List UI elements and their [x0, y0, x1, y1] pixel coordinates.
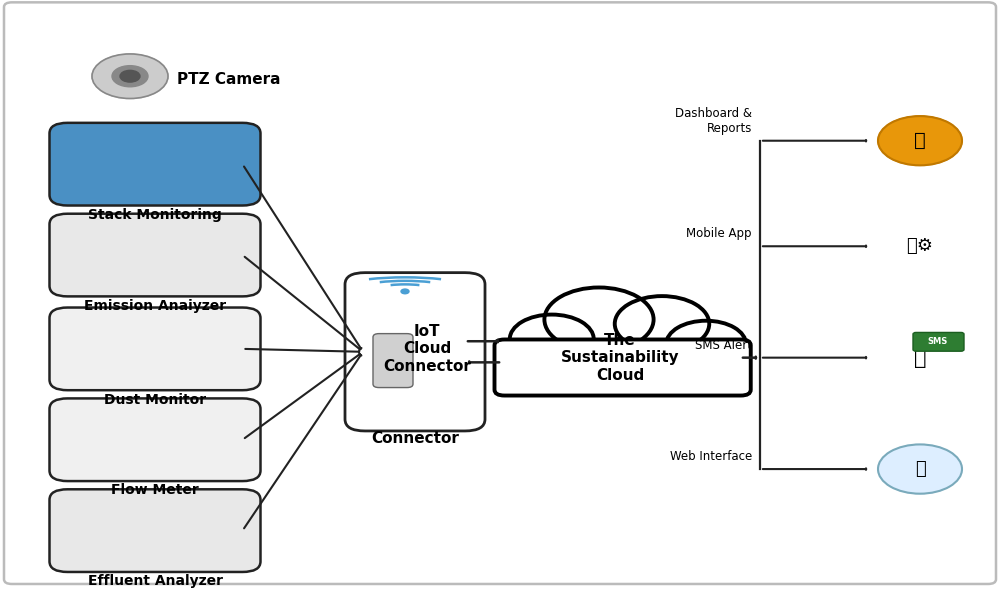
Text: Effluent Analyzer: Effluent Analyzer	[88, 574, 222, 588]
Text: Connector: Connector	[371, 431, 459, 446]
Text: The
Sustainability
Cloud: The Sustainability Cloud	[561, 333, 679, 382]
Circle shape	[878, 444, 962, 493]
Text: Mobile App: Mobile App	[686, 228, 752, 241]
FancyBboxPatch shape	[50, 398, 260, 481]
FancyBboxPatch shape	[373, 334, 413, 388]
FancyBboxPatch shape	[50, 123, 260, 206]
Circle shape	[544, 287, 654, 352]
FancyBboxPatch shape	[50, 307, 260, 390]
FancyBboxPatch shape	[50, 489, 260, 572]
FancyBboxPatch shape	[50, 214, 260, 297]
Text: Emission Anaiyzer: Emission Anaiyzer	[84, 298, 226, 313]
Circle shape	[666, 321, 746, 368]
FancyBboxPatch shape	[345, 272, 485, 431]
Text: SMS Alert: SMS Alert	[695, 339, 752, 352]
FancyBboxPatch shape	[500, 335, 745, 392]
Text: 📊: 📊	[914, 131, 926, 150]
Text: Dashboard &
Reports: Dashboard & Reports	[675, 107, 752, 135]
Text: IoT
Cloud
Connector: IoT Cloud Connector	[383, 324, 471, 374]
Text: 📱: 📱	[914, 348, 926, 368]
Circle shape	[878, 333, 962, 382]
Text: 📱⚙: 📱⚙	[907, 237, 933, 255]
Circle shape	[112, 66, 148, 87]
Text: SMS: SMS	[928, 337, 948, 346]
FancyBboxPatch shape	[4, 2, 996, 584]
FancyBboxPatch shape	[494, 339, 751, 395]
Circle shape	[401, 289, 409, 294]
Text: Web Interface: Web Interface	[670, 450, 752, 463]
Text: Flow Meter: Flow Meter	[111, 483, 199, 498]
Circle shape	[615, 296, 709, 352]
Circle shape	[510, 314, 594, 364]
Text: Stack Monitoring: Stack Monitoring	[88, 208, 222, 222]
FancyBboxPatch shape	[913, 333, 964, 351]
Text: 🖥: 🖥	[915, 460, 925, 478]
Circle shape	[878, 116, 962, 165]
Circle shape	[120, 70, 140, 82]
Text: Dust Monitor: Dust Monitor	[104, 392, 206, 407]
Text: PTZ Camera: PTZ Camera	[177, 72, 280, 87]
Circle shape	[92, 54, 168, 99]
Circle shape	[878, 222, 962, 271]
